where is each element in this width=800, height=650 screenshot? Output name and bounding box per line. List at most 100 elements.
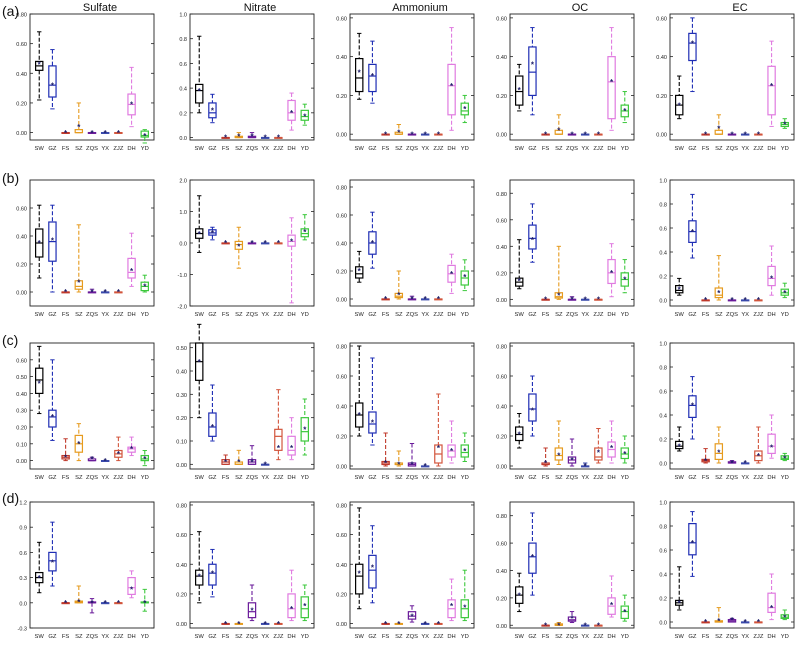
mean-marker: * bbox=[224, 620, 228, 629]
category-label: FS bbox=[62, 475, 70, 481]
box-iqr bbox=[767, 592, 776, 614]
box-dh: * DH bbox=[607, 420, 616, 481]
mean-marker: * bbox=[264, 239, 268, 248]
category-label: YD bbox=[141, 634, 149, 640]
y-tick-label: 0.2 bbox=[179, 111, 187, 117]
box-yx: * YX bbox=[100, 457, 110, 481]
box-zjz: * ZJZ bbox=[593, 130, 603, 152]
y-tick-label: 0.20 bbox=[656, 94, 667, 100]
mean-marker: * bbox=[678, 599, 682, 608]
mean-marker: * bbox=[610, 601, 614, 610]
category-label: YX bbox=[261, 475, 269, 481]
box-sz: * SZ bbox=[554, 621, 564, 640]
y-tick-label: 0.20 bbox=[176, 416, 187, 422]
mean-marker: * bbox=[757, 296, 761, 305]
category-label: YX bbox=[261, 634, 269, 640]
y-tick-label: 0.40 bbox=[336, 242, 347, 248]
category-label: ZJZ bbox=[273, 146, 283, 152]
panel-frame bbox=[29, 179, 155, 307]
box-iqr bbox=[620, 447, 629, 460]
box-iqr bbox=[300, 596, 309, 619]
mean-marker: * bbox=[264, 461, 268, 470]
y-tick-label: 0.00 bbox=[496, 298, 507, 304]
box-iqr bbox=[567, 616, 577, 622]
y-tick-label: 1.0 bbox=[179, 13, 187, 19]
mean-marker: * bbox=[410, 295, 414, 304]
category-label: ZQS bbox=[246, 475, 258, 481]
mean-marker: * bbox=[584, 462, 588, 471]
panel-frame bbox=[349, 501, 475, 629]
y-tick-label: 0.20 bbox=[496, 435, 507, 441]
category-label: YX bbox=[581, 475, 589, 481]
box-iqr bbox=[714, 287, 724, 299]
category-label: ZJZ bbox=[433, 634, 443, 640]
mean-marker: * bbox=[90, 288, 94, 297]
box-gz: * GZ bbox=[208, 384, 217, 481]
category-label: SW bbox=[355, 634, 365, 640]
panel-a-ec: 0.000.200.400.60*SW*GZ*FS*SZ*ZQS*YX*ZJZ*… bbox=[656, 13, 795, 152]
category-label: SZ bbox=[235, 312, 243, 318]
category-label: ZJZ bbox=[433, 312, 443, 318]
category-label: GZ bbox=[208, 634, 217, 640]
mean-marker: * bbox=[130, 101, 134, 110]
box-iqr bbox=[355, 563, 364, 595]
box-zqs: * ZQS bbox=[566, 130, 578, 152]
box-yx: * YX bbox=[420, 620, 430, 640]
category-label: SZ bbox=[715, 634, 723, 640]
box-iqr bbox=[127, 446, 136, 453]
box-sz: * SZ bbox=[554, 114, 564, 152]
mean-marker: * bbox=[371, 563, 375, 572]
mean-marker: * bbox=[691, 402, 695, 411]
box-iqr bbox=[127, 576, 136, 595]
category-label: YD bbox=[621, 146, 629, 152]
box-zjz: * ZJZ bbox=[113, 288, 123, 318]
category-label: ZQS bbox=[726, 312, 738, 318]
mean-marker: * bbox=[303, 113, 307, 122]
category-label: YX bbox=[581, 146, 589, 152]
category-label: DH bbox=[127, 312, 135, 318]
box-sw: * SW bbox=[515, 572, 524, 640]
box-gz: * GZ bbox=[528, 512, 537, 640]
column-title-oc: OC bbox=[571, 2, 589, 14]
mean-marker: * bbox=[51, 413, 55, 422]
row-label-c: (c) bbox=[2, 332, 19, 348]
mean-marker: * bbox=[303, 602, 307, 611]
mean-marker: * bbox=[250, 458, 254, 467]
category-label: FS bbox=[702, 146, 710, 152]
mean-marker: * bbox=[691, 228, 695, 237]
category-label: YX bbox=[261, 146, 269, 152]
box-yd: * YD bbox=[140, 588, 149, 640]
mean-marker: * bbox=[38, 61, 42, 70]
y-tick-label: 0.8 bbox=[179, 37, 187, 43]
y-tick-label: 0.40 bbox=[176, 563, 187, 569]
y-tick-label: 0.60 bbox=[336, 533, 347, 539]
mean-marker: * bbox=[557, 452, 561, 461]
panel-c-oc: 0.000.200.400.600.80*SW*GZ*FS*SZ*ZQS*YX*… bbox=[496, 342, 635, 481]
box-zqs: * ZQS bbox=[726, 459, 738, 481]
y-tick-label: 0.0 bbox=[659, 462, 667, 468]
box-sz: * SZ bbox=[74, 423, 84, 481]
box-dh: * DH bbox=[287, 217, 296, 318]
y-tick-label: 0.00 bbox=[336, 465, 347, 471]
box-zqs: * ZQS bbox=[566, 296, 578, 318]
mean-marker: * bbox=[38, 574, 42, 583]
mean-marker: * bbox=[358, 267, 362, 276]
y-tick-label: 0.40 bbox=[496, 405, 507, 411]
box-iqr bbox=[300, 417, 309, 442]
mean-marker: * bbox=[90, 129, 94, 138]
y-tick-label: 0.40 bbox=[496, 569, 507, 575]
box-yx: * YX bbox=[420, 130, 430, 152]
box-sz: * SZ bbox=[234, 226, 244, 318]
box-zjz: * ZJZ bbox=[433, 620, 443, 640]
box-iqr bbox=[515, 75, 524, 106]
box-yd: * YD bbox=[460, 432, 469, 481]
y-tick-label: 0.10 bbox=[16, 442, 27, 448]
category-label: SZ bbox=[75, 146, 83, 152]
box-iqr bbox=[688, 32, 697, 62]
box-sz: * SZ bbox=[394, 270, 404, 318]
y-tick-label: 0.40 bbox=[336, 55, 347, 61]
box-dh: * DH bbox=[767, 245, 776, 318]
mean-marker: * bbox=[277, 444, 281, 453]
mean-marker: * bbox=[717, 617, 721, 626]
